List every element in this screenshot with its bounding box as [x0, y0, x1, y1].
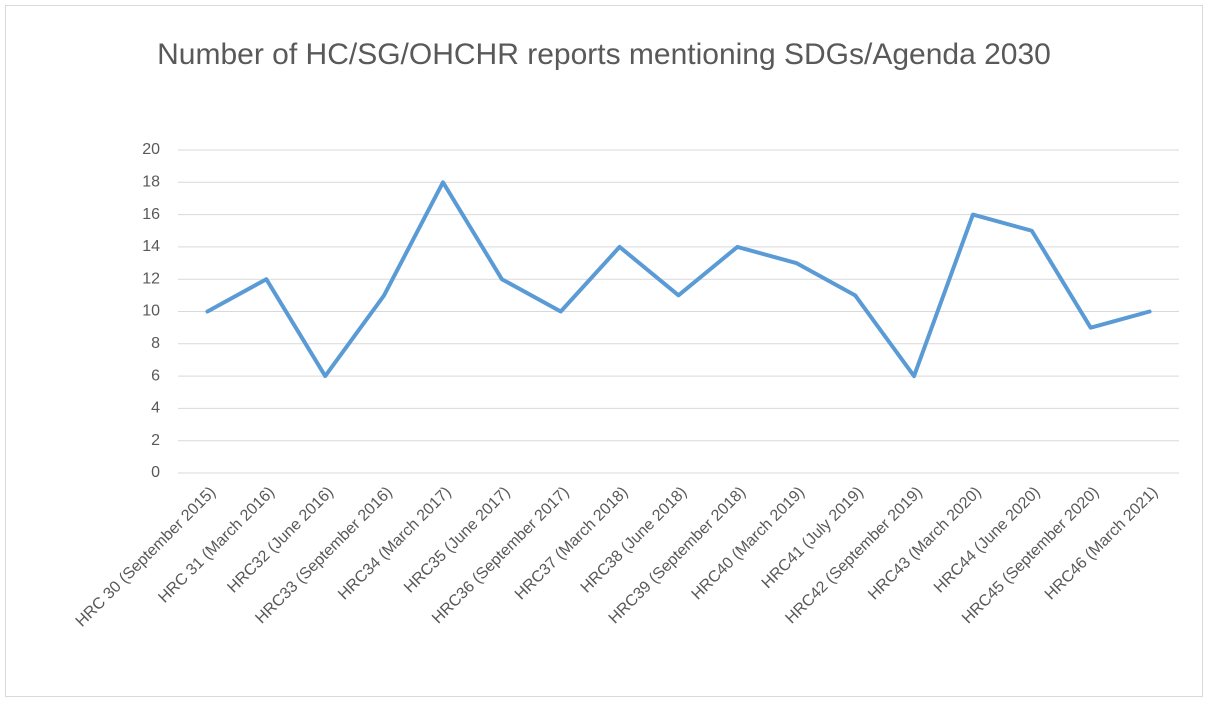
- data-line: [205, 180, 1152, 379]
- y-tick-label: 8: [151, 335, 160, 352]
- x-tick-label: HRC 31 (March 2016): [155, 484, 278, 607]
- x-tick-label: HRC43 (March 2020): [865, 484, 985, 604]
- y-tick-label: 14: [142, 238, 160, 255]
- y-tick-label: 6: [151, 367, 160, 384]
- chart-title: Number of HC/SG/OHCHR reports mentioning…: [157, 38, 1051, 71]
- x-tick-label: HRC32 (June 2016): [224, 484, 337, 597]
- y-tick-label: 10: [142, 303, 160, 320]
- x-tick-label: HRC46 (March 2021): [1042, 484, 1162, 604]
- x-tick-label: HRC34 (March 2017): [335, 484, 455, 604]
- x-tick-label: HRC40 (March 2019): [689, 484, 809, 604]
- y-tick-label: 20: [142, 141, 160, 158]
- x-tick-label: HRC41 (July 2019): [759, 484, 867, 592]
- x-tick-label: HRC44 (June 2020): [931, 484, 1044, 597]
- y-tick-label: 0: [151, 464, 160, 481]
- chart-border: [5, 5, 1203, 697]
- y-tick-label: 18: [142, 174, 160, 191]
- y-tick-label: 2: [151, 432, 160, 449]
- x-tick-label: HRC35 (June 2017): [401, 484, 514, 597]
- x-tick-label: HRC37 (March 2018): [512, 484, 632, 604]
- y-tick-label: 4: [151, 400, 160, 417]
- y-tick-label: 12: [142, 270, 160, 287]
- y-tick-label: 16: [142, 206, 160, 223]
- x-tick-label: HRC38 (June 2018): [578, 484, 691, 597]
